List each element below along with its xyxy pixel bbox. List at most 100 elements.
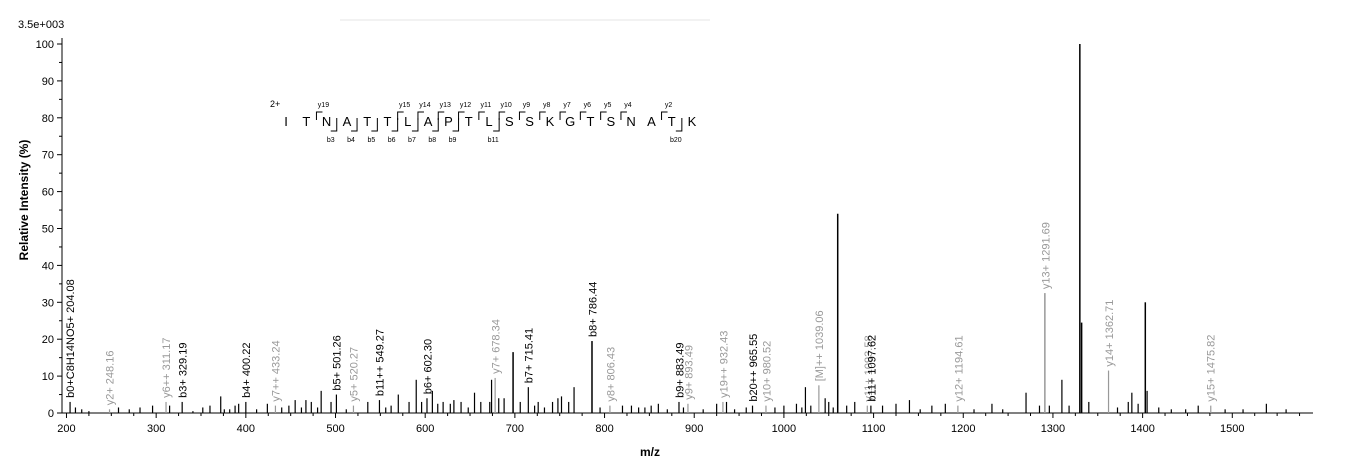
peak-annotations: b0+C8H14NO5+ 204.08 y2+ 248.16 y6++ 311.17… [65,222,1218,406]
peak-label: b20++ 965.55 [748,334,760,402]
sequence-residue: T [363,114,371,129]
sequence-residue: T [587,114,595,129]
intensity-scale-label: 3.5e+003 [18,19,64,31]
b-ion-bracket [493,118,500,132]
b-ion-label: b6 [388,137,396,144]
sequence-residue: P [444,114,453,129]
y-ion-label: y12 [460,102,471,109]
y-ion-label: y11 [480,102,491,109]
x-tick-label: 1200 [951,423,975,435]
peak-label: y7++ 433.24 [271,340,283,401]
x-tick-label: 700 [506,423,524,435]
peak-label: y11+ 1093.58 [863,335,875,401]
sequence-residue: T [302,114,310,129]
y-ion-bracket [559,111,567,120]
y-ion-bracket [315,111,323,120]
sequence-residue: K [688,114,697,129]
b-ion-label: b20 [670,137,682,144]
peak-label: y5+ 520.27 [349,347,361,402]
b-ion-bracket [452,118,460,132]
b-ion-bracket [330,118,338,132]
y-tick-label: 70 [42,150,54,162]
y-ion-bracket [397,111,404,120]
y-ion-label: y7 [563,102,571,109]
y-tick-label: 50 [42,224,54,236]
y-ion-label: y2 [665,102,673,109]
b-ion-bracket [371,118,378,132]
y-ion-label: y14 [419,102,430,109]
b-ion-label: b9 [449,137,457,144]
y-ion-bracket [539,111,546,120]
peak-label: [M]++ 1039.06 [814,310,826,381]
x-tick-label: 400 [237,423,255,435]
peak-label: y12+ 1194.61 [953,335,965,401]
sequence-residue: S [505,114,514,129]
y-ion-bracket [518,111,526,120]
y-ion-label: y8 [543,102,551,109]
y-ion-label: y4 [624,102,632,109]
x-tick-label: 600 [416,423,434,435]
b-ion-label: b7 [408,137,416,144]
sequence-residue: S [606,114,615,129]
sequence-residue: G [565,114,575,129]
peak-label: y14+ 1362.71 [1104,300,1116,367]
peak-label: y7+ 678.34 [490,319,502,374]
b-ion-label: b5 [367,137,375,144]
peak-label: b4+ 400.22 [241,343,253,398]
y-tick-label: 10 [42,371,54,383]
peak-label: b0+C8H14NO5+ 204.08 [65,279,77,398]
sequence-residue: N [626,114,635,129]
b-ion-label: b11 [488,137,499,144]
peak-label: y2+ 248.16 [105,351,117,406]
sequence-residue: N [322,114,331,129]
b-ion-bracket [675,118,683,132]
peak-label: y13+ 1291.69 [1041,222,1053,289]
axes: 200 300 400 500 600 700 800 900 1000 1100 1200 1300… [36,38,1313,435]
peak-label: b5+ 501.26 [332,335,344,390]
sequence-residue: T [668,114,676,129]
y-tick-label: 90 [42,76,54,88]
x-tick-label: 800 [595,423,613,435]
y-tick-label: 80 [42,113,54,125]
y-ion-label: y19 [318,102,329,109]
y-ion-label: y5 [604,102,612,109]
charge-state-label: 2+ [270,99,280,109]
y-tick-label: 40 [42,260,54,272]
x-axis-title: m/z [640,445,660,459]
b-ion-bracket [432,118,439,132]
y-ion-label: y13 [440,102,451,109]
peak-bars [69,44,1287,413]
peak-label: y6++ 311.17 [161,338,173,398]
y-tick-label: 0 [48,408,54,420]
sequence-residue: I [284,114,288,129]
b-ion-bracket [411,118,419,132]
sequence-residue: T [465,114,473,129]
y-ion-bracket [498,111,506,120]
peak-label: b3+ 329.19 [177,343,189,398]
y-ion-bracket [600,111,607,120]
y-ion-bracket [478,111,485,120]
b-ion-bracket [351,118,358,132]
y-ion-label: y6 [584,102,592,109]
sequence-residue: K [546,114,555,129]
y-ion-bracket [579,111,587,120]
peak-label: b7+ 715.41 [524,328,536,383]
peak-label: b6+ 602.30 [422,339,434,394]
x-tick-label: 1300 [1041,423,1065,435]
sequence-residue: A [343,114,352,129]
sequence-residue: A [424,114,433,129]
sequence-residue: S [525,114,534,129]
b-ion-label: b8 [428,137,436,144]
sequence-residue: L [485,114,492,129]
peak-label: y15+ 1475.82 [1206,335,1218,402]
peak-label: b8+ 786.44 [587,282,599,337]
x-tick-label: 300 [147,423,165,435]
y-axis-title: Relative Intensity (%) [17,140,31,261]
peak-label: b11++ 549.27 [375,329,387,396]
x-tick-label: 900 [685,423,703,435]
y-ion-bracket [458,111,465,120]
y-ion-bracket [417,111,424,120]
x-tick-label: 1500 [1220,423,1244,435]
